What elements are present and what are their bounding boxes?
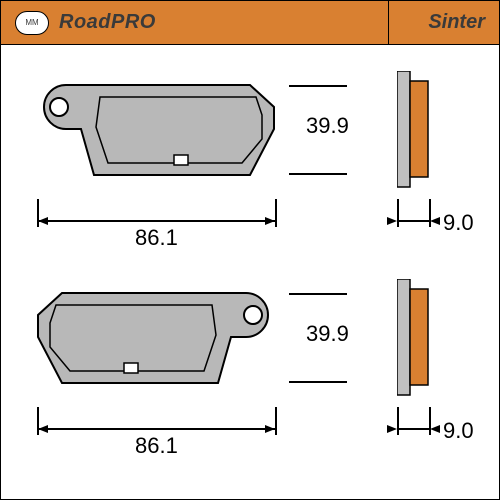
header-divider: [388, 1, 389, 45]
ext-line: [289, 293, 347, 295]
dim-tick: [275, 407, 277, 435]
brake-pad-bottom: [26, 275, 286, 405]
product-diagram-frame: MM RoadPRO Sinter 39.9: [0, 0, 500, 500]
dim-top-width: 86.1: [135, 225, 178, 251]
arrow-icon: [265, 217, 275, 225]
brake-pad-top-side: [397, 71, 437, 191]
brake-pad-bottom-side: [397, 279, 437, 399]
dim-line: [397, 220, 430, 222]
dim-bot-height: 39.9: [306, 321, 349, 347]
dim-tick: [275, 199, 277, 227]
dim-tick: [397, 199, 399, 227]
dim-line: [37, 220, 276, 222]
arrow-icon: [430, 425, 440, 433]
arrow-icon: [430, 217, 440, 225]
ext-line: [289, 381, 347, 383]
header-bar: MM RoadPRO Sinter: [1, 1, 499, 45]
arrow-icon: [387, 425, 397, 433]
logo-text: MM: [25, 18, 38, 27]
dim-line: [37, 428, 276, 430]
brand-logo-icon: MM: [15, 11, 49, 35]
arrow-icon: [265, 425, 275, 433]
dim-line: [397, 428, 430, 430]
dim-bot-width: 86.1: [135, 433, 178, 459]
product-name: RoadPRO: [59, 11, 156, 34]
dim-bot-thick: 9.0: [443, 418, 474, 444]
product-variant: Sinter: [428, 11, 485, 34]
header-left: MM RoadPRO: [15, 11, 156, 35]
arrow-icon: [387, 217, 397, 225]
dim-top-height: 39.9: [306, 113, 349, 139]
ext-line: [289, 173, 347, 175]
arrow-icon: [38, 425, 48, 433]
arrow-icon: [38, 217, 48, 225]
dim-top-thick: 9.0: [443, 210, 474, 236]
brake-pad-top: [26, 67, 286, 197]
diagram-area: 39.9 86.1 9.0: [1, 45, 499, 499]
ext-line: [289, 85, 347, 87]
dim-tick: [397, 407, 399, 435]
